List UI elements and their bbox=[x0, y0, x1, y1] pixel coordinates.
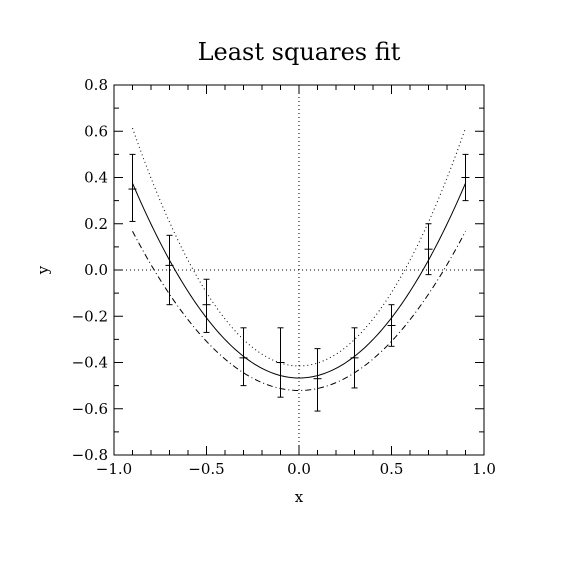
x-tick-label: 0.0 bbox=[287, 460, 311, 478]
y-tick-label: 0.4 bbox=[84, 169, 108, 187]
x-tick-label: 1.0 bbox=[472, 460, 496, 478]
fit-curve-dashdot bbox=[132, 231, 466, 391]
zero-lines bbox=[114, 85, 484, 455]
x-tick-label: 0.5 bbox=[380, 460, 404, 478]
y-tick-label: 0.8 bbox=[84, 76, 108, 94]
x-tick-label: −1.0 bbox=[96, 460, 132, 478]
y-tick-label: 0.0 bbox=[84, 261, 108, 279]
data-point bbox=[461, 153, 470, 202]
data-points bbox=[128, 153, 470, 412]
chart-title: Least squares fit bbox=[198, 38, 401, 66]
y-tick-label: −0.2 bbox=[72, 307, 108, 325]
y-tick-label: 0.2 bbox=[84, 215, 108, 233]
y-tick-label: −0.8 bbox=[72, 446, 108, 464]
fit-curves bbox=[132, 127, 466, 391]
data-point bbox=[387, 304, 396, 347]
fit-curve-dotted bbox=[132, 127, 466, 367]
data-point bbox=[350, 327, 359, 389]
tick-labels: −1.0 −0.5 0.0 0.5 1.0 −0.8 −0.6 −0.4 −0.2 0.0 0.2 0… bbox=[72, 76, 496, 478]
data-point bbox=[202, 278, 211, 333]
x-axis-label: x bbox=[295, 488, 304, 506]
fit-curve-solid bbox=[132, 182, 466, 379]
data-point bbox=[276, 327, 285, 398]
data-point bbox=[424, 223, 433, 276]
data-point bbox=[165, 234, 174, 306]
y-axis-label: y bbox=[34, 265, 52, 275]
x-tick-label: −0.5 bbox=[188, 460, 224, 478]
data-point bbox=[239, 327, 248, 387]
y-tick-label: −0.4 bbox=[72, 354, 108, 372]
data-point bbox=[128, 153, 137, 222]
data-point bbox=[313, 348, 322, 412]
y-tick-label: 0.6 bbox=[84, 122, 108, 140]
y-tick-label: −0.6 bbox=[72, 400, 108, 418]
